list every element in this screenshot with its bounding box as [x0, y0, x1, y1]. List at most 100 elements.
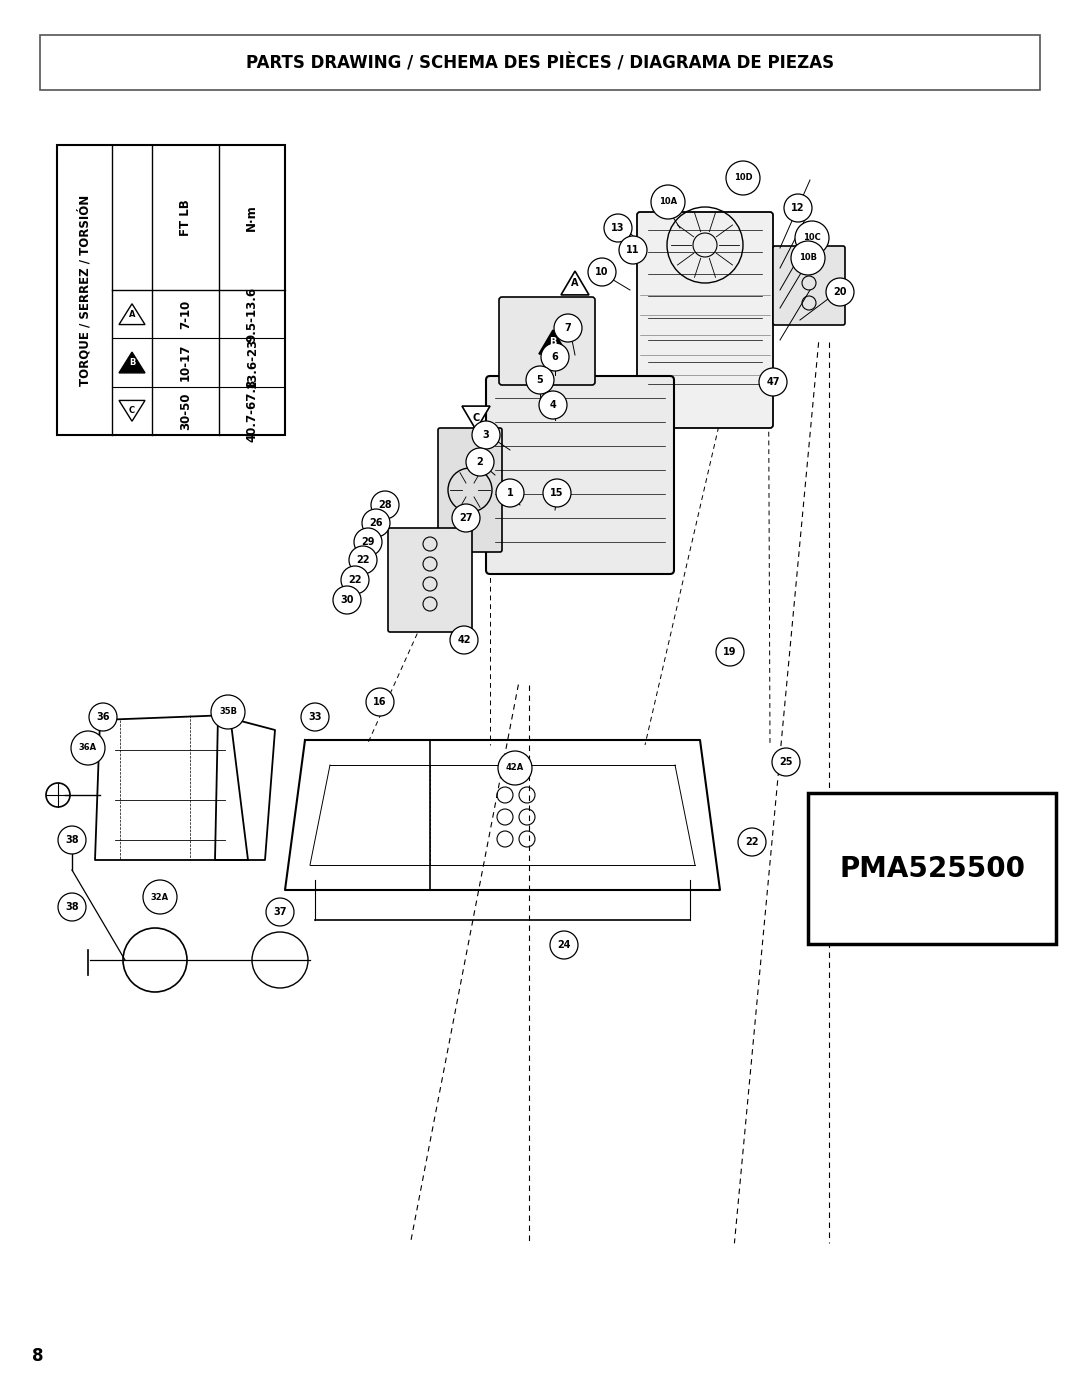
Polygon shape: [119, 401, 145, 422]
Text: 30-50: 30-50: [179, 393, 192, 430]
Text: 12: 12: [792, 203, 805, 212]
Circle shape: [651, 184, 685, 219]
Text: 9.5-13.6: 9.5-13.6: [245, 286, 258, 342]
Text: FT LB: FT LB: [179, 200, 192, 236]
Text: A: A: [571, 278, 579, 288]
Circle shape: [550, 930, 578, 958]
Circle shape: [453, 504, 480, 532]
Circle shape: [604, 214, 632, 242]
Text: 38: 38: [65, 835, 79, 845]
Circle shape: [526, 366, 554, 394]
Text: 42A: 42A: [505, 764, 524, 773]
Text: PMA525500: PMA525500: [839, 855, 1025, 883]
Text: 1: 1: [507, 488, 513, 497]
Text: 13.6-23: 13.6-23: [245, 337, 258, 387]
Polygon shape: [119, 303, 145, 324]
Circle shape: [716, 638, 744, 666]
Text: 3: 3: [483, 430, 489, 440]
Text: 28: 28: [378, 500, 392, 510]
FancyBboxPatch shape: [57, 145, 285, 434]
Circle shape: [465, 448, 494, 476]
Circle shape: [496, 479, 524, 507]
Text: 7-10: 7-10: [179, 299, 192, 328]
Text: 20: 20: [834, 286, 847, 298]
Text: C: C: [472, 414, 480, 423]
Text: 5: 5: [537, 374, 543, 386]
Circle shape: [349, 546, 377, 574]
Text: 40.7-67.8: 40.7-67.8: [245, 379, 258, 443]
Text: 35B: 35B: [219, 707, 237, 717]
Circle shape: [738, 828, 766, 856]
Text: TORQUE / SERREZ / TORSIÓN: TORQUE / SERREZ / TORSIÓN: [78, 194, 91, 386]
Text: N·m: N·m: [245, 204, 258, 231]
Polygon shape: [561, 271, 589, 295]
FancyBboxPatch shape: [40, 35, 1040, 89]
Circle shape: [543, 479, 571, 507]
Text: 33: 33: [308, 712, 322, 722]
Circle shape: [795, 221, 829, 256]
Circle shape: [759, 367, 787, 395]
Text: PARTS DRAWING / SCHEMA DES PIÈCES / DIAGRAMA DE PIEZAS: PARTS DRAWING / SCHEMA DES PIÈCES / DIAG…: [246, 54, 834, 73]
Circle shape: [354, 528, 382, 556]
Text: 37: 37: [273, 907, 287, 916]
Text: 10B: 10B: [799, 253, 816, 263]
Circle shape: [791, 242, 825, 275]
Text: 38: 38: [65, 902, 79, 912]
Text: 10D: 10D: [733, 173, 753, 183]
Circle shape: [539, 391, 567, 419]
Text: 47: 47: [766, 377, 780, 387]
Text: 10-17: 10-17: [179, 344, 192, 381]
Polygon shape: [462, 407, 490, 430]
Text: 22: 22: [356, 555, 369, 564]
FancyBboxPatch shape: [499, 298, 595, 386]
Text: 10: 10: [595, 267, 609, 277]
Text: C: C: [129, 407, 135, 415]
Circle shape: [366, 687, 394, 717]
Text: B: B: [129, 358, 135, 367]
Circle shape: [826, 278, 854, 306]
Text: 29: 29: [361, 536, 375, 548]
Text: 22: 22: [348, 576, 362, 585]
Text: 4: 4: [550, 400, 556, 409]
Text: 15: 15: [550, 488, 564, 497]
Circle shape: [554, 314, 582, 342]
Circle shape: [143, 880, 177, 914]
Circle shape: [89, 703, 117, 731]
Polygon shape: [539, 330, 567, 353]
Text: 32A: 32A: [151, 893, 170, 901]
Circle shape: [211, 694, 245, 729]
Circle shape: [472, 420, 500, 448]
Circle shape: [772, 747, 800, 775]
Circle shape: [362, 509, 390, 536]
Text: B: B: [550, 337, 556, 346]
Text: 36A: 36A: [79, 743, 97, 753]
Text: 27: 27: [459, 513, 473, 522]
Text: 19: 19: [724, 647, 737, 657]
Text: 30: 30: [340, 595, 354, 605]
FancyBboxPatch shape: [486, 376, 674, 574]
Text: 22: 22: [745, 837, 759, 847]
Text: 16: 16: [374, 697, 387, 707]
Text: 25: 25: [780, 757, 793, 767]
Text: 2: 2: [476, 457, 484, 467]
Circle shape: [372, 490, 399, 520]
Text: 36: 36: [96, 712, 110, 722]
Circle shape: [266, 898, 294, 926]
Text: 24: 24: [557, 940, 570, 950]
Circle shape: [541, 344, 569, 372]
Circle shape: [619, 236, 647, 264]
FancyBboxPatch shape: [637, 212, 773, 427]
Circle shape: [498, 752, 532, 785]
Circle shape: [58, 826, 86, 854]
FancyBboxPatch shape: [808, 793, 1056, 944]
Text: 10C: 10C: [804, 233, 821, 243]
FancyBboxPatch shape: [773, 246, 845, 326]
Circle shape: [588, 258, 616, 286]
Polygon shape: [119, 352, 145, 373]
FancyBboxPatch shape: [438, 427, 502, 552]
Text: 7: 7: [565, 323, 571, 332]
Text: A: A: [129, 310, 135, 319]
Circle shape: [726, 161, 760, 196]
FancyBboxPatch shape: [388, 528, 472, 631]
Text: 26: 26: [369, 518, 382, 528]
